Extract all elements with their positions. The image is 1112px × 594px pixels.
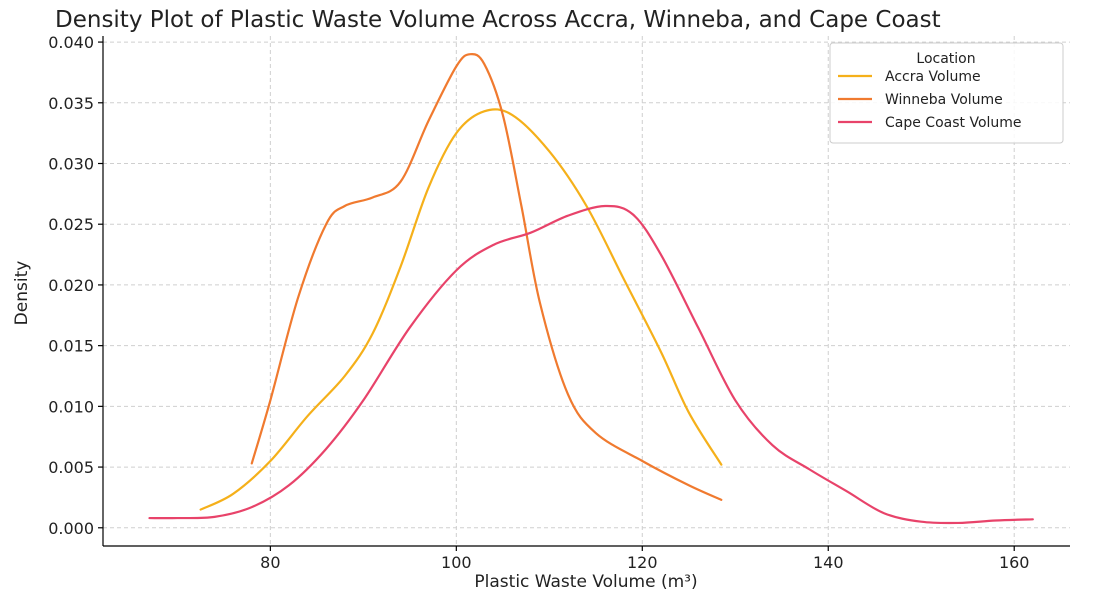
legend-label-winneba-volume: Winneba Volume: [885, 92, 1003, 108]
legend-label-cape-coast-volume: Cape Coast Volume: [885, 115, 1022, 131]
y-tick-label: 0.040: [48, 33, 94, 52]
legend-title: Location: [916, 51, 975, 67]
series-line-accra-volume: [199, 108, 723, 511]
chart-title: Density Plot of Plastic Waste Volume Acr…: [55, 7, 941, 33]
x-tick-label: 160: [999, 553, 1030, 572]
legend-items: Accra Volume Winneba Volume Cape Coast Vol…: [838, 69, 1022, 131]
y-tick-label: 0.005: [48, 458, 94, 477]
series-line-winneba-volume: [250, 52, 723, 501]
legend-box: [829, 42, 1064, 144]
y-tick-label: 0.020: [48, 276, 94, 295]
legend: Location Accra Volume Winneba Volume Cape …: [829, 42, 1064, 144]
y-axis-label: Density: [12, 261, 32, 326]
legend-label-accra-volume: Accra Volume: [885, 69, 981, 85]
y-tick-label: 0.010: [48, 397, 94, 416]
x-tick-label: 80: [260, 553, 280, 572]
y-tick-label: 0.030: [48, 155, 94, 174]
x-axis-label: Plastic Waste Volume (m³): [474, 572, 697, 592]
y-tick-label: 0.015: [48, 337, 94, 356]
ticks: 80 100 120 140 160 0.000 0.005 0.010 0.015 0.020 0…: [48, 33, 1029, 572]
x-tick-label: 100: [441, 553, 472, 572]
y-tick-label: 0.025: [48, 215, 94, 234]
x-tick-label: 140: [813, 553, 844, 572]
series-lines: [148, 52, 1034, 525]
series-line-cape-coast-volume: [148, 204, 1034, 525]
x-tick-label: 120: [627, 553, 658, 572]
y-tick-label: 0.035: [48, 94, 94, 113]
y-tick-label: 0.000: [48, 519, 94, 538]
axes: [102, 36, 1070, 547]
